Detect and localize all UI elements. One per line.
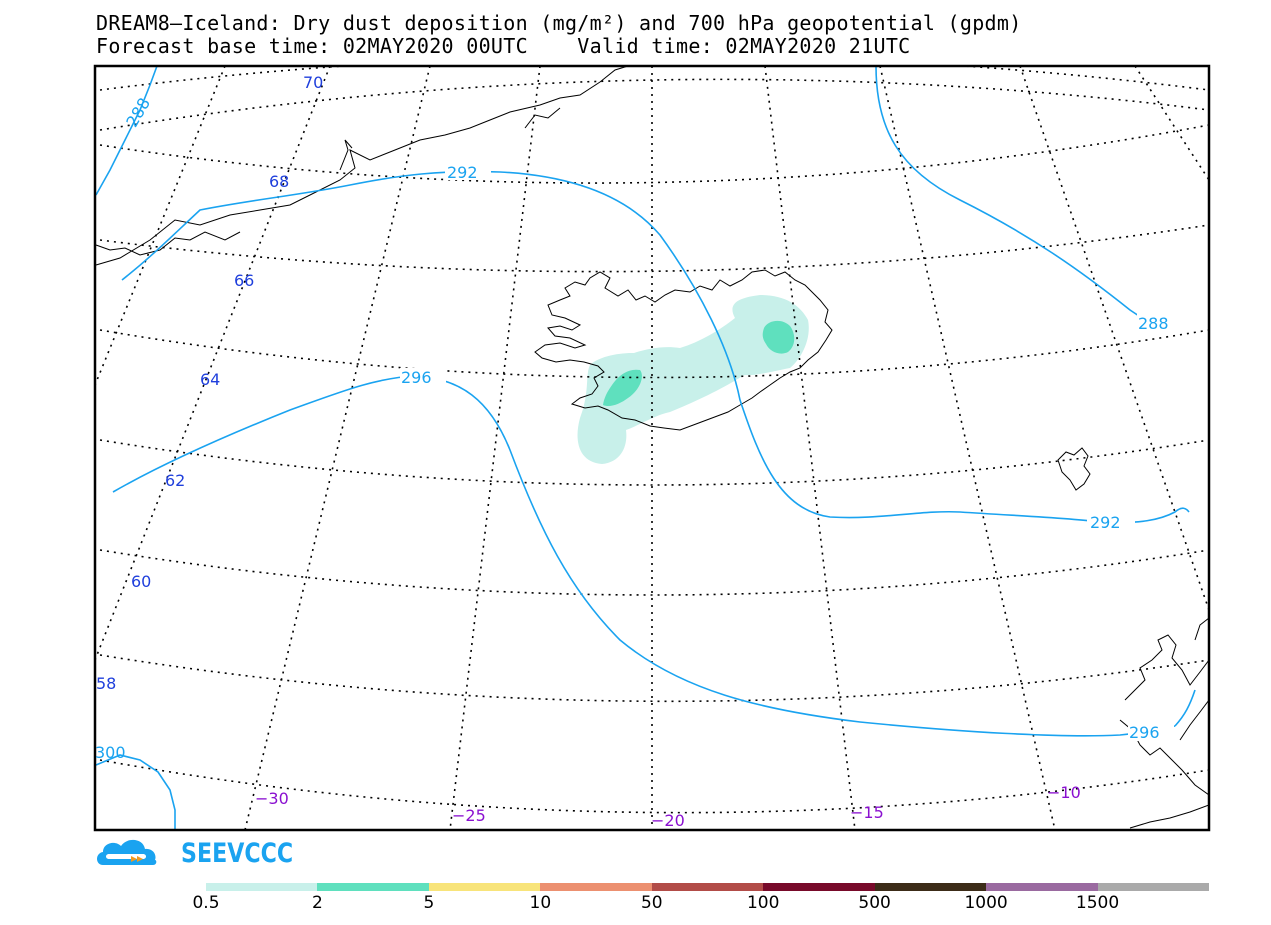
legend-label-4: 50 — [640, 893, 663, 913]
color-legend — [206, 883, 1209, 891]
latitude-labels: 70 68 66 64 62 60 58 — [96, 73, 323, 693]
contour-label-288-west: 288 — [122, 94, 154, 130]
legend-label-6: 500 — [858, 893, 891, 913]
lon-label-minus15: −15 — [850, 803, 884, 822]
legend-swatch-3 — [540, 883, 652, 891]
norway-coast — [1119, 634, 1209, 829]
contour-288-east — [875, 66, 1146, 321]
legend-swatch-5 — [763, 883, 875, 891]
lon-label-minus20: −20 — [651, 811, 685, 830]
contour-label-300: 300 — [95, 743, 126, 762]
faroe-islands — [1057, 447, 1091, 491]
contour-300 — [95, 754, 176, 830]
contour-288-west — [95, 66, 158, 196]
lat-label-58: 58 — [96, 674, 116, 693]
lon-label-minus10: −10 — [1047, 783, 1081, 802]
contour-label-292-top: 292 — [447, 163, 478, 182]
lat-label-60: 60 — [131, 572, 151, 591]
legend-swatch-8 — [1097, 883, 1209, 891]
coastlines — [95, 66, 1209, 829]
contour-label-292-east: 292 — [1090, 513, 1121, 532]
legend-swatch-2 — [428, 883, 541, 891]
legend-label-8: 1500 — [1075, 893, 1120, 913]
chart-subtitle-times: Forecast base time: 02MAY2020 00UTC Vali… — [96, 34, 911, 58]
legend-swatch-1 — [317, 883, 429, 891]
cloud-logo-icon — [97, 839, 157, 865]
iceland-coast — [534, 269, 833, 431]
legend-label-2: 5 — [423, 893, 435, 913]
chart-title: DREAM8–Iceland: Dry dust deposition (mg/… — [96, 11, 1022, 35]
legend-label-0: 0.5 — [192, 893, 220, 913]
contour-label-296-west: 296 — [401, 368, 432, 387]
seevccc-logo: SEEVCCC — [95, 834, 318, 872]
contour-labels: 292 292 288 296 296 288 300 — [95, 94, 1183, 762]
lon-label-minus25: −25 — [452, 806, 486, 825]
latitude-lines — [99, 66, 1209, 814]
geopotential-contours — [95, 66, 1196, 830]
legend-swatch-6 — [874, 883, 987, 891]
legend-swatch-0 — [206, 883, 318, 891]
lon-label-minus30: −30 — [255, 789, 289, 808]
legend-label-5: 100 — [746, 893, 780, 913]
lat-label-68: 68 — [269, 172, 289, 191]
contour-292 — [121, 170, 1190, 524]
lat-label-62: 62 — [165, 471, 185, 490]
dust-deposition-shading — [577, 295, 809, 464]
lat-label-64: 64 — [200, 370, 220, 389]
legend-swatch-7 — [986, 883, 1098, 891]
longitude-labels: −30 −25 −20 −15 −10 — [255, 783, 1081, 830]
greenland-coast — [95, 66, 629, 266]
contour-label-288-east: 288 — [1138, 314, 1169, 333]
longitude-lines — [95, 66, 1209, 830]
legend-label-7: 1000 — [964, 893, 1008, 913]
legend-label-3: 10 — [529, 893, 552, 913]
lat-label-66: 66 — [234, 271, 254, 290]
logo-text: SEEVCCC — [181, 837, 294, 869]
map-frame — [93, 64, 1211, 832]
legend-swatch-4 — [651, 883, 764, 891]
contour-label-296-east: 296 — [1129, 723, 1160, 742]
legend-label-1: 2 — [312, 893, 323, 913]
contour-296 — [112, 375, 1196, 737]
lat-label-70: 70 — [303, 73, 323, 92]
legend-labels: 0.5 2 5 10 50 100 500 1000 1500 — [0, 893, 1271, 913]
